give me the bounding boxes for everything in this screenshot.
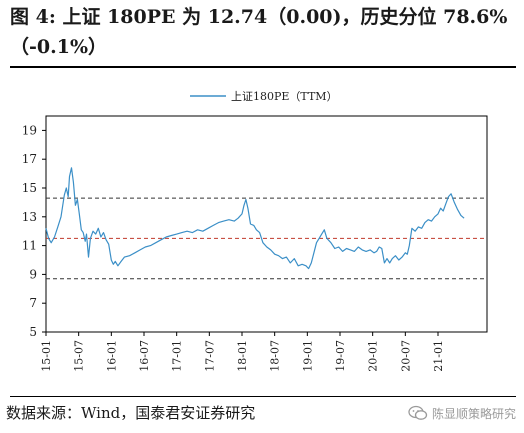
x-tick-label: 16-01 [105, 340, 118, 372]
footer-divider [10, 396, 516, 397]
x-tick-label: 18-01 [236, 340, 249, 372]
x-tick-label: 17-01 [171, 340, 184, 372]
y-tick-label: 7 [29, 296, 37, 310]
pe-line-chart: 5 7 9 11 13 15 17 19 15-01 15-07 16-01 16-07 17-01 17… [22, 90, 488, 372]
x-tick-label: 15-01 [40, 340, 53, 372]
wechat-icon [408, 405, 428, 420]
figure-title-line1: 图 4: 上证 180PE 为 12.74（0.00)，历史分位 78.6% [10, 6, 508, 28]
x-tick-label: 16-07 [138, 340, 151, 372]
figure-title-line2: （-0.1%） [10, 36, 107, 58]
plot-frame [45, 115, 488, 333]
legend-label: 上证180PE（TTM） [231, 90, 338, 103]
y-tick-label: 9 [29, 267, 37, 281]
x-tick-label: 19-01 [301, 340, 314, 372]
figure-title: 图 4: 上证 180PE 为 12.74（0.00)，历史分位 78.6% （… [10, 2, 518, 62]
x-tick-label: 17-07 [203, 340, 216, 372]
y-tick-label: 15 [22, 181, 37, 195]
series-line [45, 167, 465, 270]
watermark: 陈显顺策略研究 [408, 400, 516, 426]
title-divider [10, 66, 516, 68]
x-tick-label: 18-07 [269, 340, 282, 372]
y-tick-label: 13 [22, 210, 37, 224]
y-tick-label: 19 [22, 123, 37, 137]
y-tick-label: 11 [22, 239, 37, 253]
watermark-text: 陈显顺策略研究 [431, 406, 516, 421]
y-tick-label: 17 [22, 152, 37, 166]
x-tick-label: 20-07 [399, 340, 412, 372]
x-tick-label: 20-01 [367, 340, 380, 372]
y-tick-label: 5 [29, 325, 37, 339]
source-note: 数据来源：Wind，国泰君安证券研究 [6, 404, 256, 422]
x-tick-label: 15-07 [73, 340, 86, 372]
x-tick-label: 19-07 [334, 340, 347, 372]
x-tick-label: 21-01 [432, 340, 445, 372]
chart-container: 5 7 9 11 13 15 17 19 15-01 15-07 16-01 16-07 17-01 17… [0, 76, 524, 392]
